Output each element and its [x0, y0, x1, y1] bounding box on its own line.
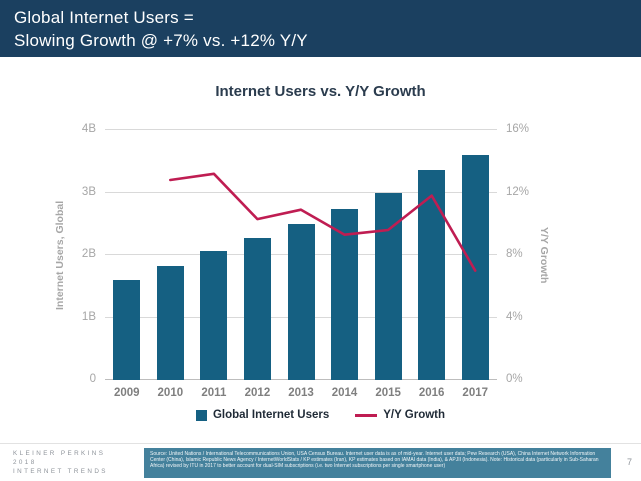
x-axis-label: 2011 [201, 387, 227, 399]
legend-item-bars: Global Internet Users [195, 409, 330, 421]
gridline [105, 191, 497, 193]
bar-2014 [331, 209, 359, 380]
growth-line-layer [169, 172, 477, 272]
x-axis-label: 2013 [288, 387, 314, 399]
legend-bar-label: Global Internet Users [212, 409, 330, 421]
slide-header: Global Internet Users = Slowing Growth @… [0, 0, 641, 57]
page-number: 7 [626, 457, 632, 467]
bar-swatch-icon [195, 409, 207, 421]
left-axis-tick: 1B [81, 310, 96, 323]
source-note: Source: United Nations / International T… [144, 448, 611, 478]
bar-2016 [418, 170, 446, 380]
slide-footer: KLEINER PERKINS 2018 INTERNET TRENDS Sou… [0, 443, 641, 481]
right-axis-tick: 4% [506, 310, 523, 323]
gridline [105, 129, 497, 130]
brand-line3: INTERNET TRENDS [13, 467, 108, 475]
x-axis-label: 2012 [244, 387, 271, 399]
legend-line-label: Y/Y Growth [383, 409, 446, 421]
x-axis-label: 2016 [418, 387, 445, 399]
right-axis-tick: 8% [506, 248, 523, 260]
x-axis-label: 2015 [375, 387, 401, 399]
legend-item-line: Y/Y Growth [355, 409, 445, 421]
bar-2012 [243, 237, 271, 380]
bar-2010 [156, 265, 184, 380]
line-swatch-icon [355, 413, 378, 417]
right-axis-tick: 0% [506, 373, 523, 385]
brand-line1: KLEINER PERKINS [13, 450, 106, 457]
slide-title-line2: Slowing Growth @ +7% vs. +12% Y/Y [14, 31, 308, 50]
left-axis-tick: 3B [81, 185, 96, 198]
right-axis-tick: 16% [506, 123, 530, 135]
bar-2013 [287, 223, 315, 380]
chart-plot-area: 0 0% 1B 4% 2B 8% 3B 12% 4B 16% 2009 2010 2011 2012 201… [82, 123, 529, 399]
slide-title-line1: Global Internet Users = [14, 8, 194, 27]
bar-2011 [200, 251, 228, 380]
left-axis-tick: 2B [81, 248, 96, 260]
right-axis-title: Y/Y Growth [538, 226, 550, 284]
left-axis-tick: 0 [89, 373, 96, 385]
chart-title: Internet Users vs. Y/Y Growth [215, 83, 426, 100]
x-axis-label: 2014 [331, 387, 358, 399]
right-axis-tick: 12% [506, 185, 530, 198]
x-axis-label: 2010 [157, 387, 184, 399]
yy-growth-line [169, 172, 477, 272]
brand-block: KLEINER PERKINS 2018 INTERNET TRENDS [13, 450, 108, 476]
x-axis-label: 2017 [462, 387, 489, 399]
brand-line2: 2018 [13, 458, 37, 466]
chart-legend: Global Internet Users Y/Y Growth [0, 409, 641, 421]
left-axis-tick: 4B [81, 123, 96, 135]
x-axis-label: 2009 [113, 387, 140, 399]
bar-2017 [461, 155, 489, 380]
bar-2009 [113, 280, 141, 380]
